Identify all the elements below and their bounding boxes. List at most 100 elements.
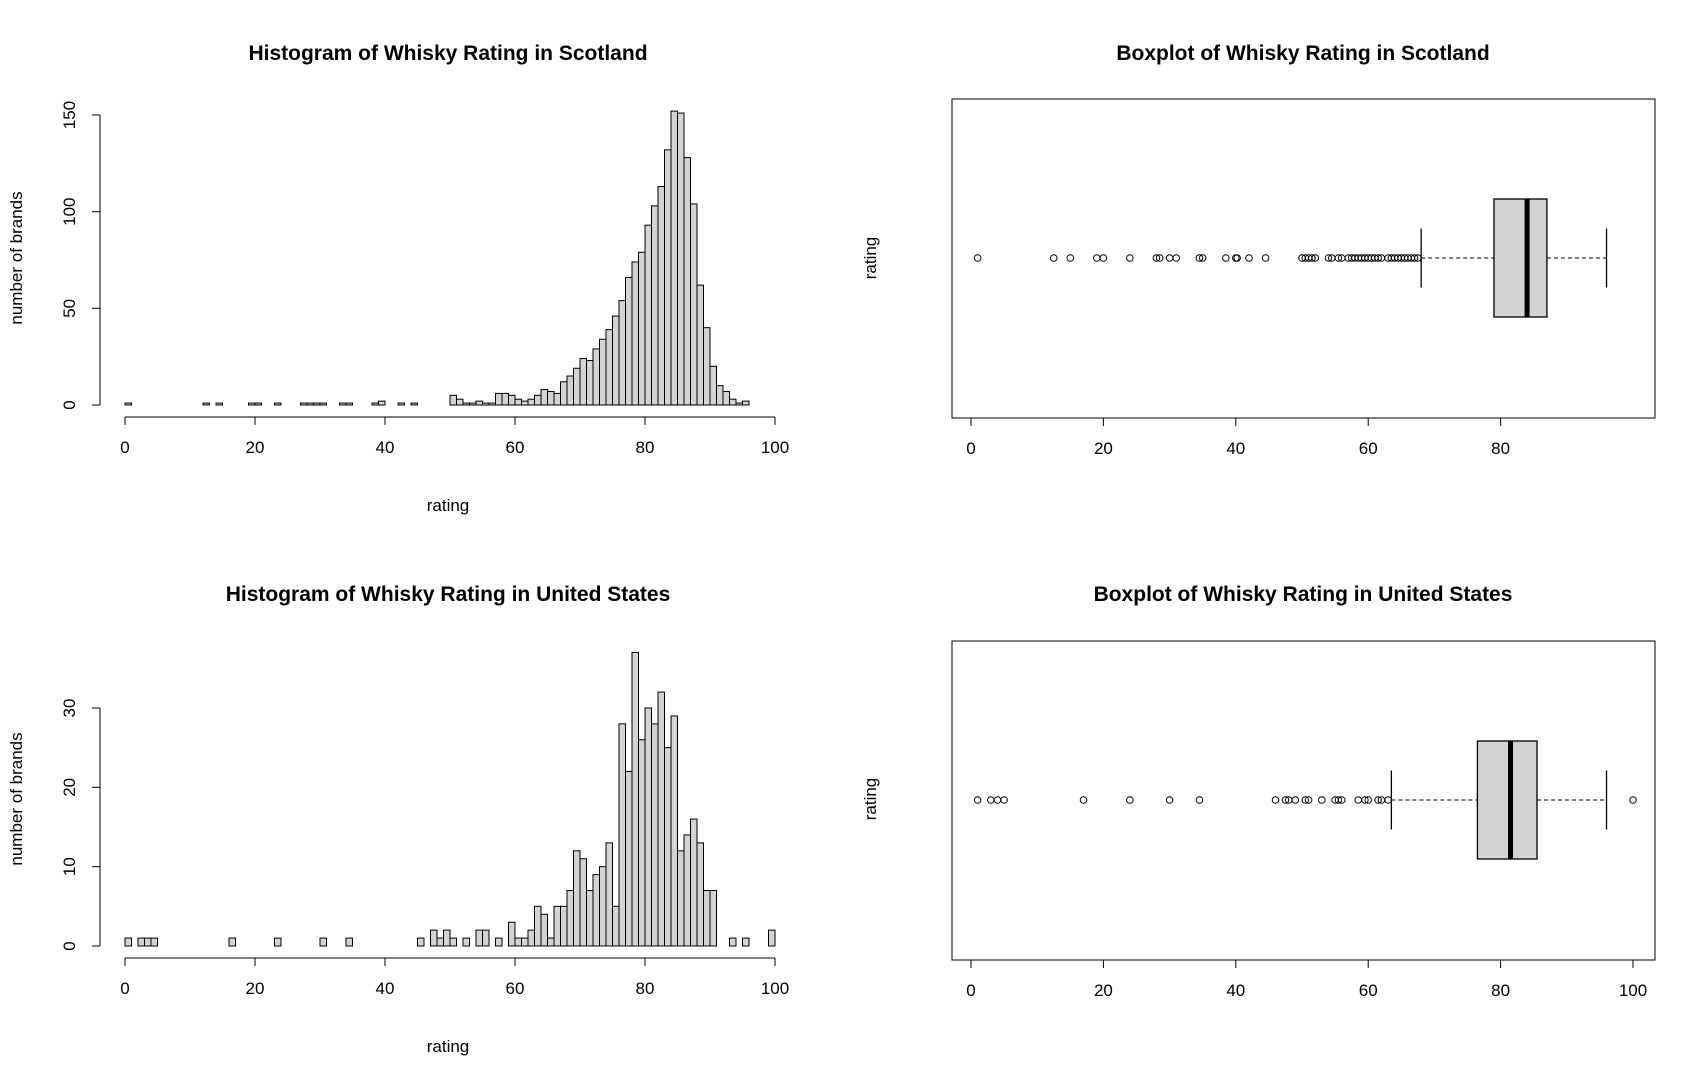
- histogram-bar: [599, 866, 607, 947]
- histogram-bar: [501, 392, 509, 406]
- x-tick-label: 80: [636, 438, 655, 457]
- histogram-bar: [449, 937, 457, 947]
- histogram-bar: [618, 723, 626, 947]
- y-tick-label: 0: [60, 941, 79, 950]
- outlier-point: [1304, 796, 1313, 804]
- histogram-bar: [690, 818, 698, 947]
- histogram-bar: [319, 937, 327, 947]
- outlier-point: [993, 796, 1002, 804]
- histogram-bar: [696, 842, 704, 947]
- outlier-point: [1165, 796, 1174, 804]
- histogram-bar: [378, 400, 386, 406]
- histogram-bar: [599, 338, 607, 406]
- x-tick-label: 60: [1359, 439, 1378, 458]
- histogram-bar: [553, 905, 561, 947]
- histogram-bar: [579, 858, 587, 947]
- histogram-bar: [137, 937, 145, 947]
- outlier-point: [1233, 254, 1241, 262]
- chart-title: Histogram of Whisky Rating in United Sta…: [226, 583, 671, 606]
- histogram-bar: [495, 392, 503, 406]
- histogram-bar: [644, 707, 652, 947]
- histogram-bar: [469, 402, 477, 406]
- x-axis-label: rating: [427, 1037, 470, 1056]
- x-tick-label: 20: [246, 438, 265, 457]
- x-tick-label: 0: [120, 438, 129, 457]
- histogram-bar: [553, 392, 561, 406]
- histogram-bar: [612, 315, 620, 406]
- histogram-united-states-panel: Histogram of Whisky Rating in United Sta…: [7, 583, 789, 1056]
- outlier-point: [1384, 796, 1392, 804]
- outlier-point: [1222, 254, 1230, 262]
- histogram-bar: [618, 300, 626, 406]
- histogram-bar: [651, 205, 659, 406]
- y-tick-label: 20: [60, 778, 79, 797]
- histogram-bar: [475, 929, 483, 947]
- histogram-bar: [462, 402, 470, 406]
- histogram-bar: [514, 398, 522, 406]
- histogram-bar: [124, 937, 132, 947]
- y-tick-label: 10: [60, 857, 79, 876]
- histogram-bar: [742, 937, 750, 947]
- histogram-scotland-panel: Histogram of Whisky Rating in Scotland r…: [7, 42, 789, 515]
- outlier-point: [973, 254, 982, 262]
- histogram-bar: [729, 937, 737, 947]
- histogram-bar: [677, 112, 685, 406]
- histogram-bar: [274, 937, 282, 947]
- histogram-bar: [527, 398, 535, 406]
- chart-title: Boxplot of Whisky Rating in United State…: [1094, 583, 1513, 606]
- x-tick-label: 80: [1491, 439, 1510, 458]
- y-axis-label: number of brands: [7, 191, 26, 324]
- histogram-bar: [313, 402, 321, 406]
- outlier-point: [1172, 254, 1181, 262]
- outlier-point: [1195, 254, 1204, 262]
- histogram-bar: [254, 402, 262, 406]
- histogram-bar: [202, 402, 210, 406]
- outlier-point: [1079, 796, 1088, 804]
- histogram-bar: [547, 390, 555, 406]
- outlier-point: [1414, 254, 1422, 262]
- histogram-bar: [683, 157, 691, 406]
- histogram-bar: [482, 402, 490, 406]
- x-tick-label: 40: [1226, 981, 1245, 1000]
- x-tick-label: 100: [761, 979, 789, 998]
- outlier-point: [1374, 254, 1382, 262]
- outlier-point: [1311, 254, 1320, 262]
- outlier-point: [1354, 796, 1363, 804]
- histogram-bar: [514, 937, 522, 947]
- histogram-bar: [638, 251, 646, 406]
- histogram-bar: [482, 929, 490, 947]
- histogram-bar: [560, 381, 568, 406]
- histogram-bar: [124, 402, 132, 406]
- outlier-point: [1198, 254, 1207, 262]
- x-tick-label: 60: [506, 979, 525, 998]
- histogram-bar: [729, 398, 737, 406]
- histogram-bar: [300, 402, 308, 406]
- y-tick-label: 30: [60, 699, 79, 718]
- histogram-bar: [735, 402, 743, 406]
- histogram-bar: [410, 402, 418, 406]
- histogram-bar: [703, 889, 711, 947]
- outlier-point: [1099, 254, 1108, 262]
- histogram-bar: [521, 400, 529, 406]
- histogram-bar: [683, 834, 691, 947]
- histogram-bar: [306, 402, 314, 406]
- outlier-point: [1410, 254, 1419, 262]
- outlier-point: [1334, 254, 1343, 262]
- outlier-point: [1261, 254, 1270, 262]
- histogram-bar: [696, 284, 704, 406]
- histogram-bar: [345, 402, 353, 406]
- x-tick-label: 20: [1094, 439, 1113, 458]
- histogram-bar: [625, 276, 633, 406]
- histogram-bar: [670, 715, 678, 947]
- histogram-bar: [248, 402, 256, 406]
- histogram-bar: [644, 224, 652, 406]
- y-tick-label: 0: [60, 400, 79, 409]
- boxplot-united-states-panel: Boxplot of Whisky Rating in United State…: [861, 583, 1656, 1000]
- outlier-point: [1155, 254, 1164, 262]
- histogram-bar: [625, 770, 633, 947]
- histogram-bar: [495, 937, 503, 947]
- histogram-bar: [651, 723, 659, 947]
- histogram-bar: [566, 375, 574, 406]
- histogram-bar: [566, 889, 574, 947]
- x-tick-label: 60: [506, 438, 525, 457]
